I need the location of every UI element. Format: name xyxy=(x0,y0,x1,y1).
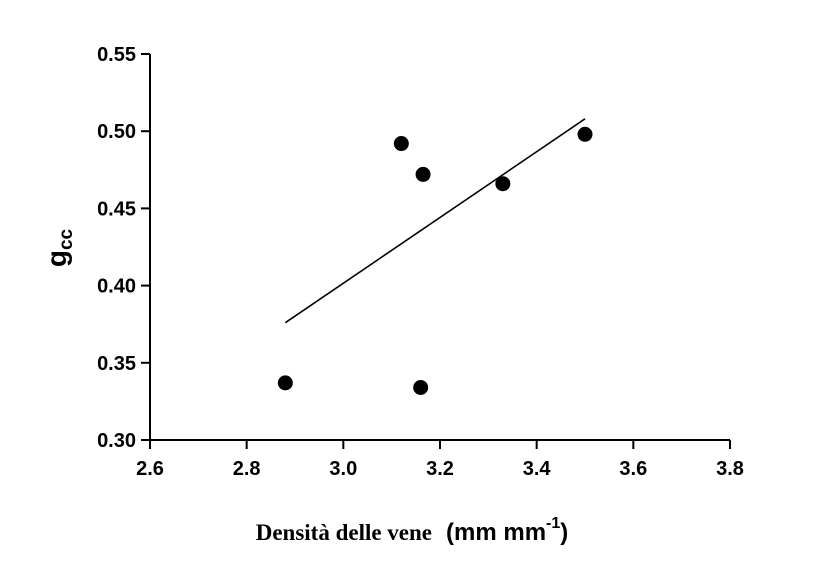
x-axis-label: Densità delle vene (mm mm-1) xyxy=(256,515,569,546)
x-axis-label-unit-close: ) xyxy=(560,519,568,546)
y-tick-label: 0.30 xyxy=(97,430,136,452)
data-point xyxy=(277,375,293,391)
y-tick-label: 0.35 xyxy=(97,353,136,375)
x-tick-label: 2.6 xyxy=(136,458,164,480)
y-tick-label: 0.45 xyxy=(97,198,136,220)
plot-marks xyxy=(277,118,593,396)
y-tick-label: 0.50 xyxy=(97,121,136,143)
data-point xyxy=(413,380,429,396)
x-axis-label-unit: (mm mm xyxy=(446,519,546,546)
y-axis-label: gcc xyxy=(41,228,77,267)
y-axis-label-subscript: cc xyxy=(56,228,77,250)
x-tick-label: 2.8 xyxy=(233,458,261,480)
y-axis-label-base: g xyxy=(41,250,72,267)
x-axis-label-unit-superscript: -1 xyxy=(546,515,560,532)
x-axis-ticks: 2.6 2.8 3.0 3.2 3.4 3.6 3.8 xyxy=(136,440,744,480)
trend-line xyxy=(284,118,586,324)
y-tick-label: 0.55 xyxy=(97,44,136,66)
x-axis-label-text: Densità delle vene xyxy=(256,520,432,545)
x-tick-label: 3.4 xyxy=(523,458,552,480)
data-point xyxy=(495,176,511,192)
x-tick-label: 3.0 xyxy=(329,458,357,480)
y-axis-ticks: 0.30 0.35 0.40 0.45 0.50 0.55 xyxy=(97,44,150,452)
x-tick-label: 3.6 xyxy=(619,458,647,480)
axes xyxy=(149,54,730,441)
data-point xyxy=(393,136,409,152)
x-tick-label: 3.2 xyxy=(426,458,454,480)
y-tick-label: 0.40 xyxy=(97,276,136,298)
x-tick-label: 3.8 xyxy=(716,458,744,480)
data-point xyxy=(415,166,431,182)
data-point xyxy=(577,126,593,142)
